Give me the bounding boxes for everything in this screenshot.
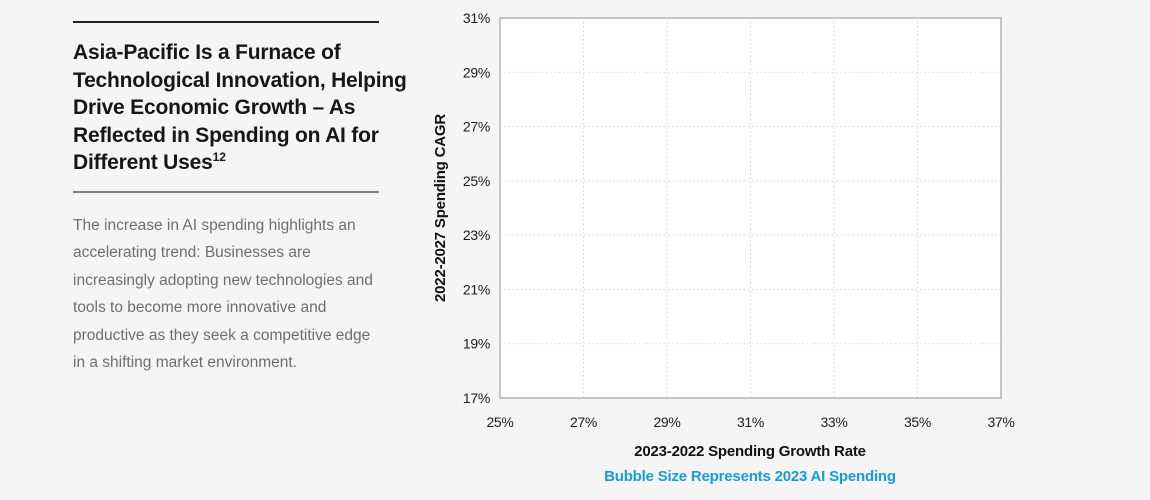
y-axis-title: 2022-2027 Spending CAGR [432, 114, 449, 302]
y-tick-label: 29% [463, 64, 490, 80]
title-line: Reflected in Spending on AI for [73, 123, 379, 147]
bubble-size-caption: Bubble Size Represents 2023 AI Spending [604, 468, 896, 485]
y-tick-label: 17% [463, 390, 490, 406]
title-line: Technological Innovation, Helping [73, 68, 407, 92]
divider-middle [73, 190, 379, 193]
x-tick-label: 29% [653, 414, 680, 430]
description-text: The increase in AI spending highlights a… [73, 216, 373, 372]
y-tick-label: 25% [463, 173, 490, 189]
page-title: Asia-Pacific Is a Furnace of Technologica… [73, 39, 407, 177]
title-line: Different Uses12 [73, 150, 226, 174]
title-line: Drive Economic Growth – As [73, 96, 356, 119]
y-axis-tick-labels: 31% 29% 27% 25% 23% 21% 19% 17% [463, 10, 490, 406]
x-tick-label: 33% [820, 414, 847, 430]
y-tick-label: 19% [463, 336, 490, 352]
x-tick-label: 27% [570, 414, 597, 430]
x-tick-label: 25% [486, 414, 513, 430]
x-axis-title: 2023-2022 Spending Growth Rate [634, 443, 866, 460]
y-tick-label: 27% [463, 119, 490, 135]
gridlines [500, 18, 1001, 398]
x-tick-label: 37% [987, 414, 1014, 430]
divider-top [73, 21, 379, 23]
y-tick-label: 21% [463, 281, 490, 297]
y-tick-label: 31% [463, 10, 490, 26]
left-panel: Asia-Pacific Is a Furnace of Technologica… [73, 21, 407, 377]
footnote-marker: 12 [212, 150, 226, 164]
x-axis-tick-labels: 25% 27% 29% 31% 33% 35% 37% [486, 414, 1014, 430]
x-tick-label: 31% [737, 414, 764, 430]
x-tick-label: 35% [904, 414, 931, 430]
title-line: Asia-Pacific Is a Furnace of [73, 41, 341, 64]
y-tick-label: 23% [463, 227, 490, 243]
